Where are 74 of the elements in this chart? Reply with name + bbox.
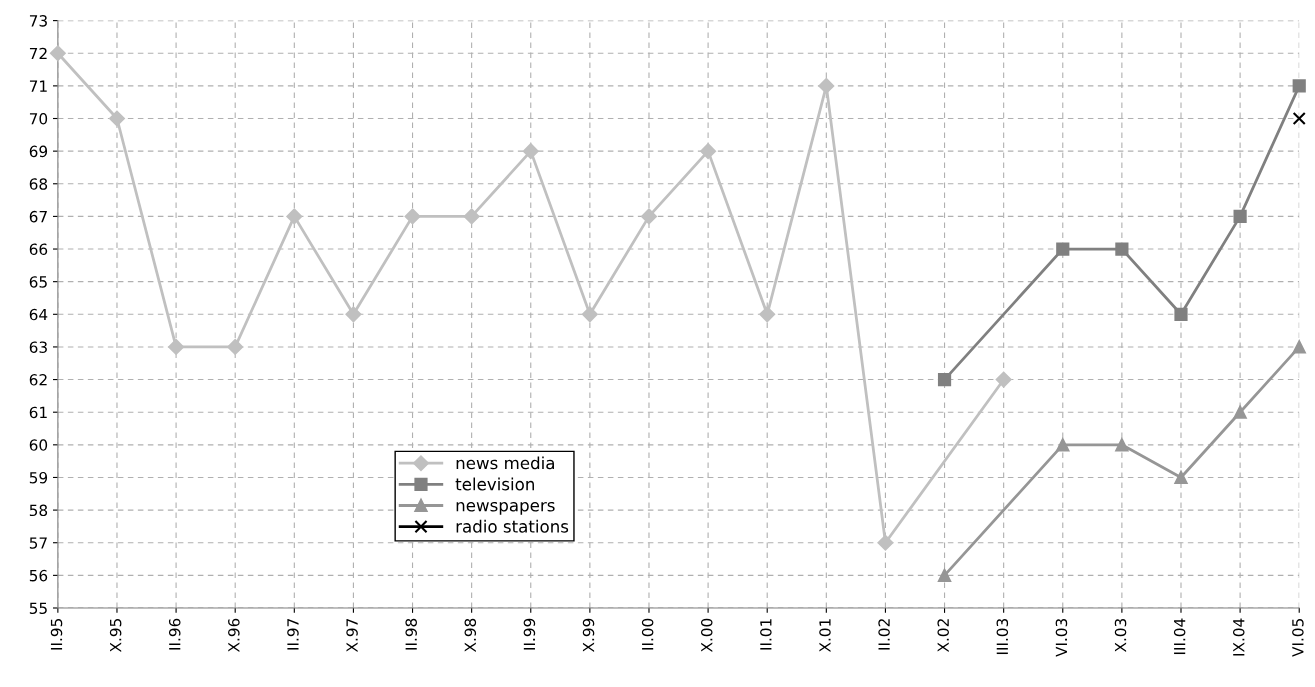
x-tick-label: II.95	[50, 619, 63, 650]
y-tick-label: 55	[29, 602, 47, 615]
y-tick-label: 57	[29, 537, 47, 549]
y-tick-label: 67	[29, 210, 47, 223]
x-tick-label: III.04	[1173, 618, 1186, 655]
x-tick-label: II.00	[641, 618, 654, 650]
x-tick-label: X.02	[937, 619, 949, 653]
x-tick-label: VI.05	[1292, 619, 1304, 657]
x-tick-label: II.01	[760, 619, 772, 650]
y-tick-label: 64	[29, 308, 48, 321]
point	[463, 208, 480, 225]
point	[877, 534, 894, 551]
y-tick-label: 63	[29, 341, 47, 353]
point	[227, 339, 244, 355]
y-tick-label: 71	[29, 80, 47, 92]
point	[286, 208, 303, 225]
y-tick-label: 56	[29, 569, 48, 582]
y-tick-label: 61	[29, 406, 47, 419]
x-tick-label: II.02	[878, 619, 890, 650]
point	[581, 306, 598, 323]
y-tick-label: 60	[29, 439, 48, 451]
x-tick-label: II.97	[287, 619, 299, 650]
point	[1292, 79, 1306, 93]
y-tick-label: 65	[29, 276, 47, 288]
x-tick-label: X.97	[346, 619, 358, 653]
point	[49, 45, 66, 62]
point	[109, 110, 125, 127]
point	[1115, 438, 1129, 452]
point	[995, 371, 1012, 388]
point	[404, 208, 421, 225]
point	[937, 568, 952, 582]
legend-label: television	[455, 477, 534, 491]
y-tick-label: 68	[29, 178, 48, 190]
point	[1115, 242, 1129, 256]
y-tick-label: 70	[29, 112, 48, 125]
y-tick-label: 69	[29, 145, 48, 158]
x-tick-label: II.96	[168, 618, 181, 650]
point	[700, 143, 717, 160]
point	[641, 208, 657, 225]
point	[818, 77, 835, 94]
x-tick-label: II.98	[405, 618, 417, 650]
legend-label: news media	[456, 456, 554, 470]
point	[1292, 111, 1306, 126]
x-tick-label: X.99	[582, 618, 595, 653]
point	[1292, 340, 1306, 354]
point	[345, 306, 362, 323]
y-tick-label: 73	[29, 15, 47, 27]
point	[1174, 470, 1188, 485]
point	[937, 372, 952, 387]
x-tick-label: X.96	[228, 618, 240, 653]
point	[1233, 405, 1247, 419]
y-tick-label: 58	[29, 504, 48, 517]
x-tick-label: X.95	[109, 619, 122, 653]
point	[1174, 307, 1188, 321]
x-tick-label: X.03	[1114, 618, 1127, 653]
point	[168, 339, 184, 355]
x-tick-label: VI.03	[1055, 618, 1068, 657]
y-tick-label: 59	[29, 471, 48, 484]
x-tick-label: II.99	[523, 618, 536, 650]
point	[1056, 242, 1070, 256]
legend-label: radio stations	[456, 519, 569, 533]
point	[759, 306, 776, 323]
legend-label: newspapers	[456, 501, 555, 515]
y-tick-label: 72	[29, 47, 47, 60]
point	[522, 143, 539, 160]
x-tick-label: IX.04	[1232, 618, 1245, 656]
x-tick-label: X.01	[819, 619, 831, 653]
x-tick-label: III.03	[996, 618, 1009, 655]
x-tick-label: X.98	[464, 618, 477, 653]
y-tick-label: 62	[29, 374, 47, 386]
point	[1233, 209, 1247, 223]
point	[1056, 438, 1070, 452]
y-tick-label: 66	[29, 243, 48, 256]
x-tick-label: X.00	[700, 618, 713, 653]
